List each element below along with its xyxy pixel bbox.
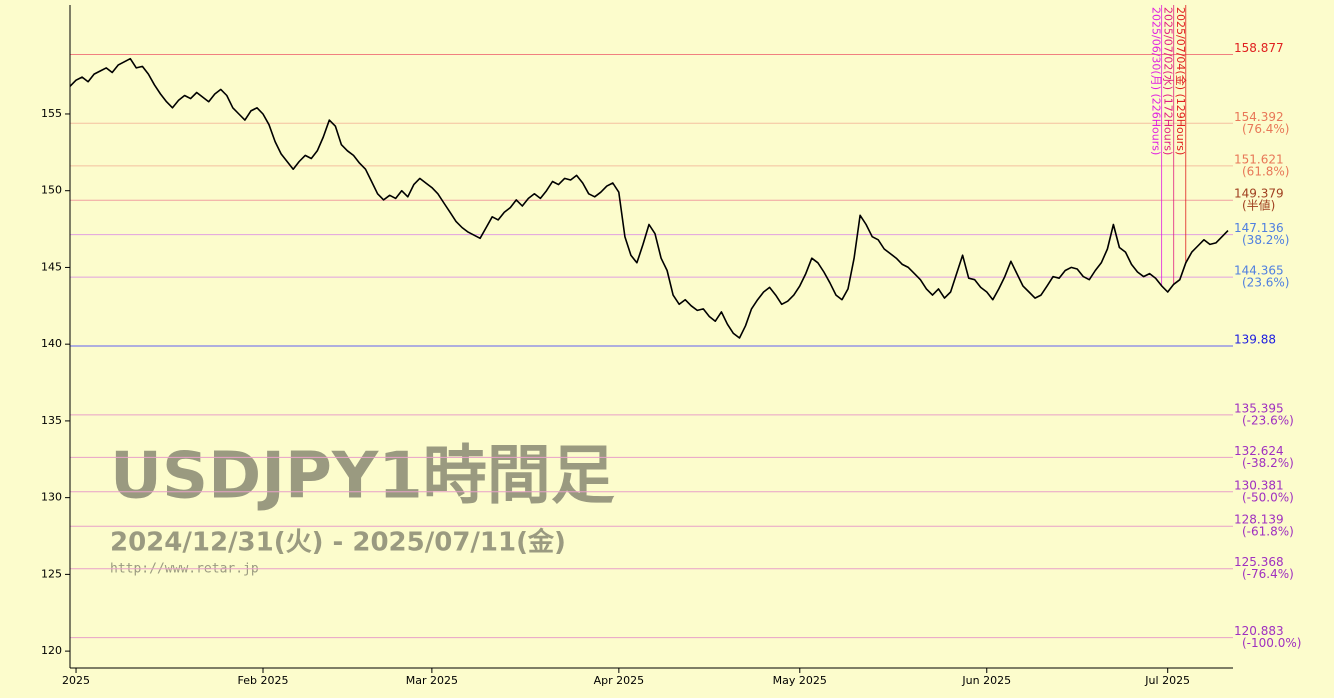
level-label: 120.883 <box>1234 624 1284 638</box>
level-note: (-23.6%) <box>1242 413 1294 427</box>
level-note: (23.6%) <box>1242 276 1289 290</box>
annotation-label: 2025/07/04(金) (129Hours) <box>1174 7 1188 155</box>
level-label: 135.395 <box>1234 401 1284 415</box>
y-tick-label: 150 <box>41 184 62 197</box>
level-label: 139.88 <box>1234 333 1276 347</box>
y-tick-label: 120 <box>41 644 62 657</box>
level-label: 128.139 <box>1234 513 1284 527</box>
level-note: (-38.2%) <box>1242 456 1294 470</box>
level-label: 151.621 <box>1234 152 1284 166</box>
x-tick-label: Jun 2025 <box>961 674 1011 687</box>
y-tick-label: 140 <box>41 337 62 350</box>
annotation-label: 2025/07/02(水) (172Hours) <box>1162 7 1175 155</box>
y-tick-label: 125 <box>41 567 62 580</box>
price-line <box>69 57 1229 339</box>
y-tick-label: 135 <box>41 414 62 427</box>
level-note: (-100.0%) <box>1242 636 1301 650</box>
x-tick-label: May 2025 <box>773 674 827 687</box>
y-tick-label: 155 <box>41 107 62 120</box>
x-tick-label: Mar 2025 <box>406 674 458 687</box>
level-label: 125.368 <box>1234 555 1284 569</box>
level-label: 147.136 <box>1234 221 1284 235</box>
level-label: 130.381 <box>1234 478 1284 492</box>
level-note: (61.8%) <box>1242 164 1289 178</box>
level-label: 158.877 <box>1234 41 1284 55</box>
level-note: (半値) <box>1242 198 1275 213</box>
watermark-title: USDJPY1時間足 <box>110 440 615 514</box>
level-note: (38.2%) <box>1242 233 1289 247</box>
level-label: 144.365 <box>1234 264 1284 278</box>
level-label: 154.392 <box>1234 110 1284 124</box>
level-note: (-76.4%) <box>1242 567 1294 581</box>
x-tick-label: Apr 2025 <box>594 674 645 687</box>
annotation-label: 2025/06/30(月) (226Hours) <box>1150 7 1163 155</box>
x-tick-label: Jul 2025 <box>1144 674 1190 687</box>
level-label: 132.624 <box>1234 444 1284 458</box>
level-label: 149.379 <box>1234 187 1284 201</box>
level-note: (76.4%) <box>1242 122 1289 136</box>
watermark-period: 2024/12/31(火) - 2025/07/11(金) <box>110 527 566 558</box>
y-tick-label: 145 <box>41 260 62 273</box>
x-tick-label: Feb 2025 <box>238 674 289 687</box>
x-tick-label: 2025 <box>62 674 90 687</box>
level-note: (-50.0%) <box>1242 490 1294 504</box>
y-tick-label: 130 <box>41 491 62 504</box>
level-note: (-61.8%) <box>1242 525 1294 539</box>
